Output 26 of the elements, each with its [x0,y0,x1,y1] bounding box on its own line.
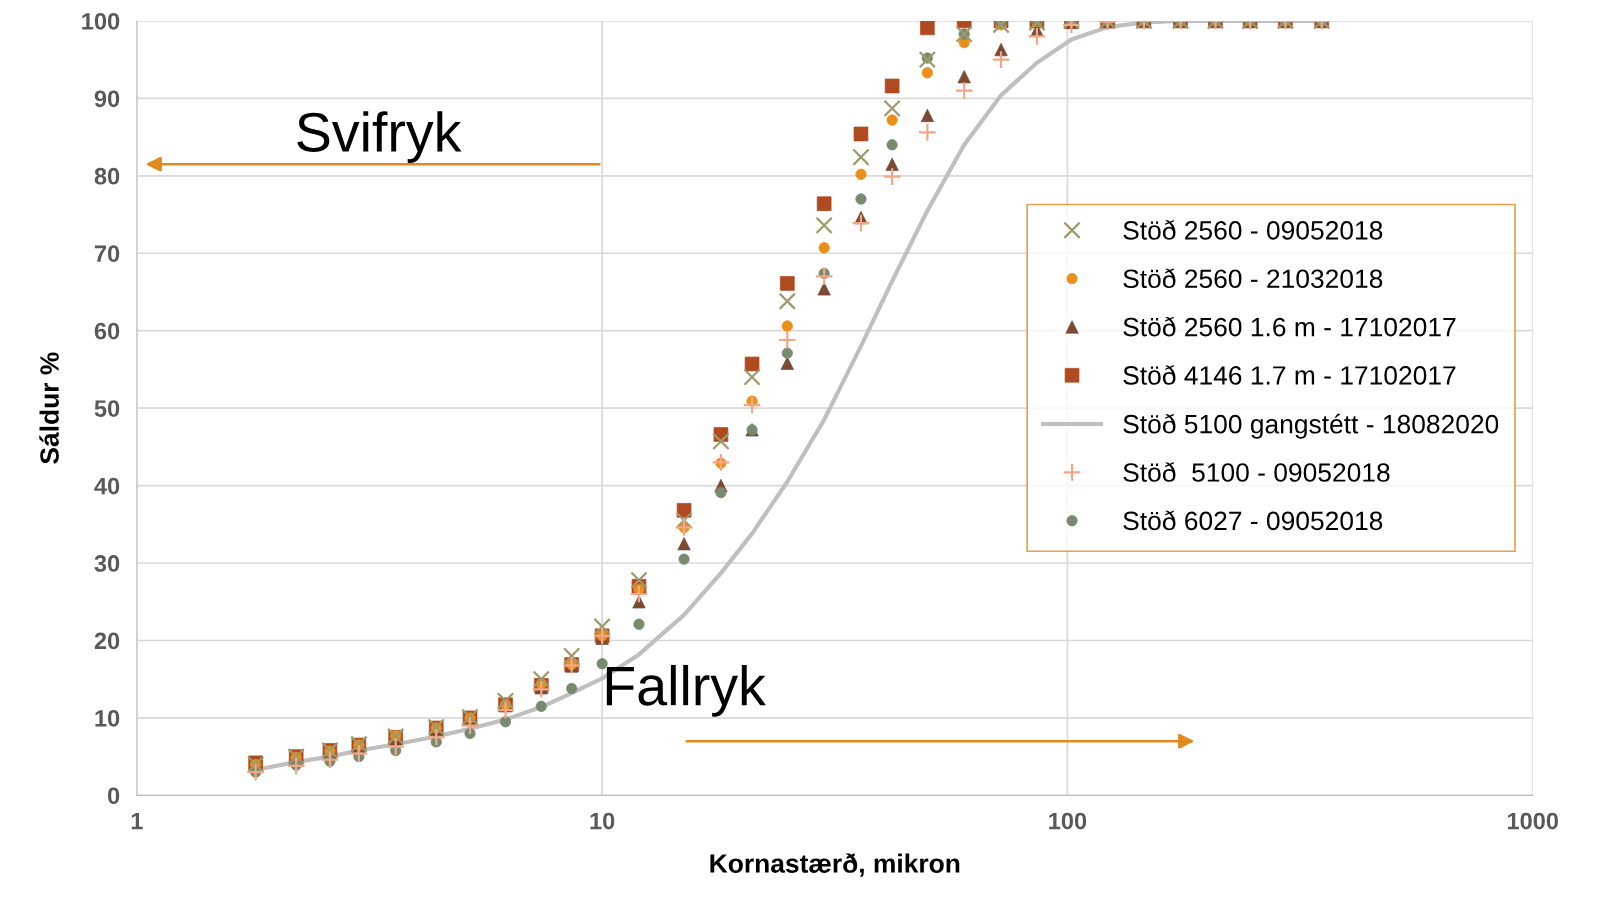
y-tick-label: 40 [94,477,120,495]
y-tick-label: 10 [95,710,120,727]
annotation: Fallryk [606,664,766,717]
legend-label: Stöð 5100 gangstétt - 18082020 [1123,413,1499,439]
legend-label: Stöð 2560 1.6 m - 17102017 [1123,316,1456,337]
x-tick-label: 10 [590,812,615,830]
y-tick-label: 50 [94,400,120,417]
x-tick-label: 100 [1049,812,1087,830]
x-axis-title: Kornastærð, mikron [710,853,960,877]
y-tick-label: 90 [94,90,120,108]
legend-label: Stöð 6027 - 09052018 [1123,510,1383,531]
legend-label: Stöð 5100 - 09052018 [1123,462,1390,482]
x-tick-label: 1000 [1507,812,1559,830]
annotation: Svifryk [297,111,462,163]
y-tick-label: 30 [94,555,120,572]
y-axis-title: Sáldur % [39,352,59,464]
legend-label: Stöð 2560 - 09052018 [1123,219,1383,240]
y-tick-label: 20 [94,632,120,650]
y-tick-label: 80 [94,167,120,185]
y-tick-label: 0 [107,787,120,805]
legend-label: Stöð 4146 1.7 m - 17102017 [1123,365,1456,385]
y-tick-label: 100 [82,12,120,30]
y-tick-label: 60 [94,322,120,340]
y-tick-label: 70 [94,245,120,263]
x-tick-label: 1 [131,812,143,830]
legend-label: Stöð 2560 - 21032018 [1123,268,1383,289]
